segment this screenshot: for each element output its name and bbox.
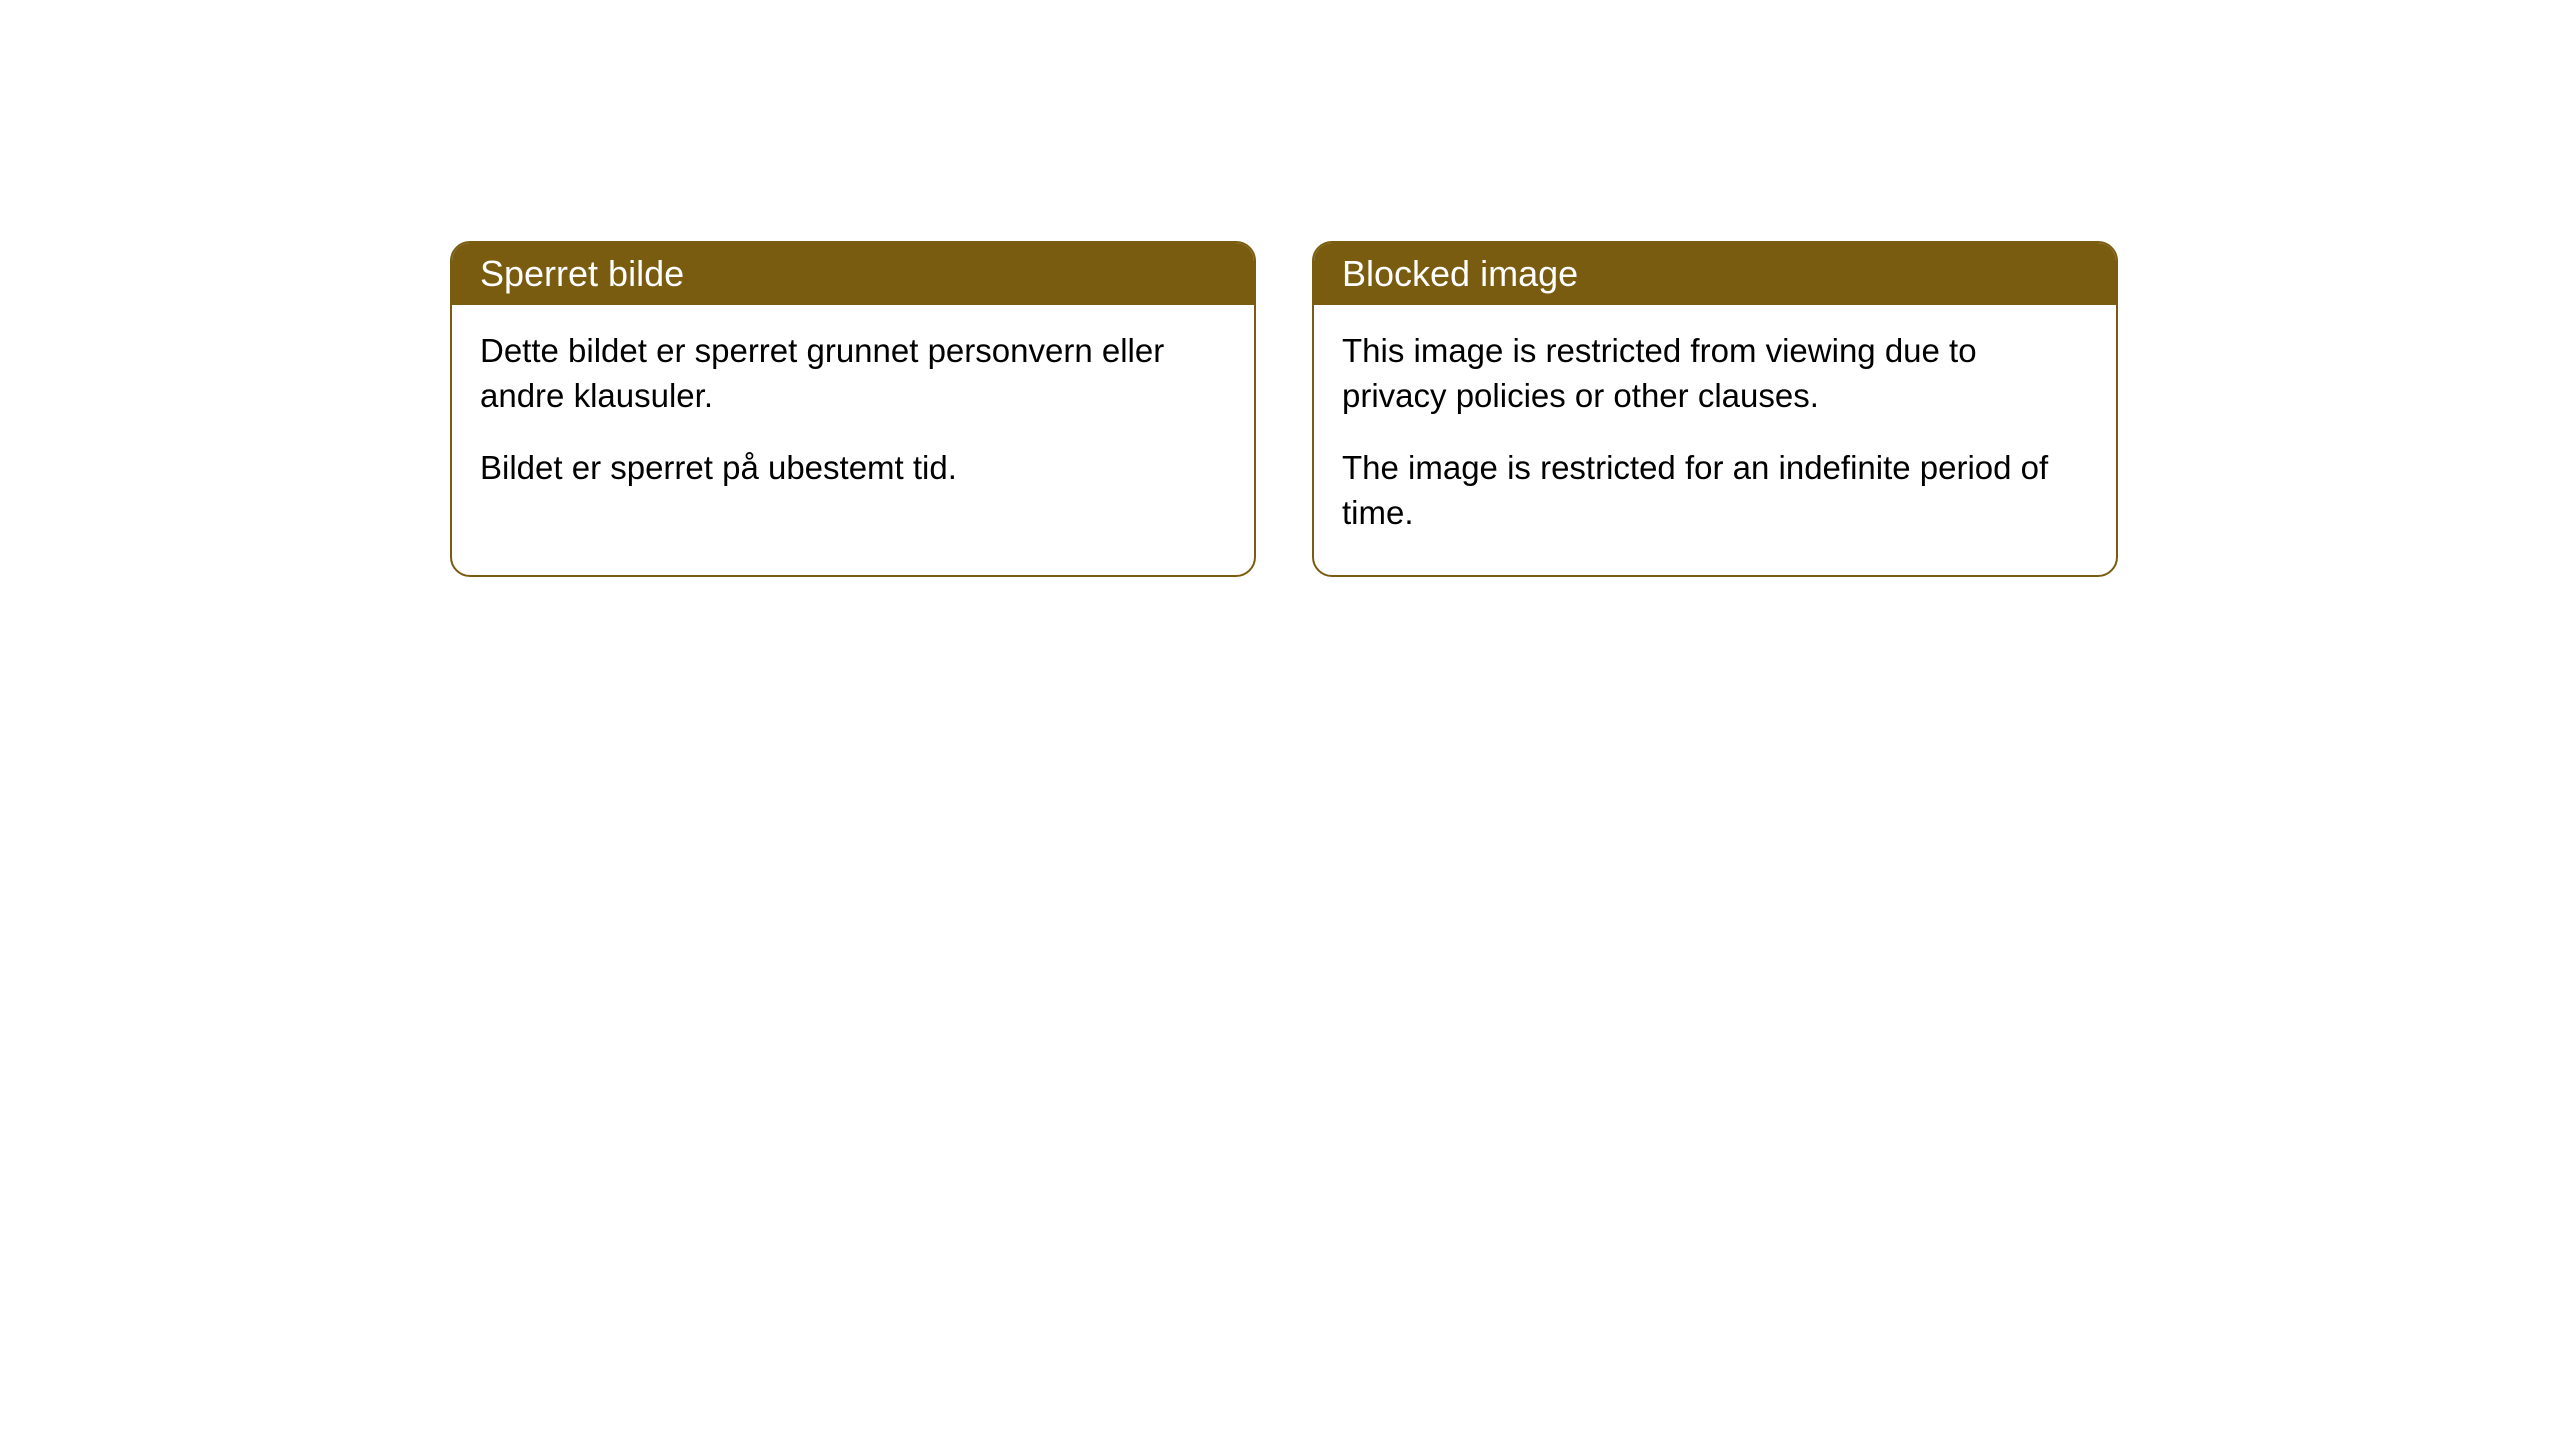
card-paragraph-2-en: The image is restricted for an indefinit… xyxy=(1342,446,2088,535)
card-header-en: Blocked image xyxy=(1314,243,2116,305)
card-body-no: Dette bildet er sperret grunnet personve… xyxy=(452,305,1254,531)
card-paragraph-2-no: Bildet er sperret på ubestemt tid. xyxy=(480,446,1226,491)
blocked-image-card-en: Blocked image This image is restricted f… xyxy=(1312,241,2118,577)
card-paragraph-1-no: Dette bildet er sperret grunnet personve… xyxy=(480,329,1226,418)
blocked-image-card-no: Sperret bilde Dette bildet er sperret gr… xyxy=(450,241,1256,577)
card-title-no: Sperret bilde xyxy=(480,253,684,294)
card-body-en: This image is restricted from viewing du… xyxy=(1314,305,2116,575)
card-header-no: Sperret bilde xyxy=(452,243,1254,305)
card-paragraph-1-en: This image is restricted from viewing du… xyxy=(1342,329,2088,418)
card-title-en: Blocked image xyxy=(1342,253,1578,294)
notice-cards-container: Sperret bilde Dette bildet er sperret gr… xyxy=(450,241,2118,577)
